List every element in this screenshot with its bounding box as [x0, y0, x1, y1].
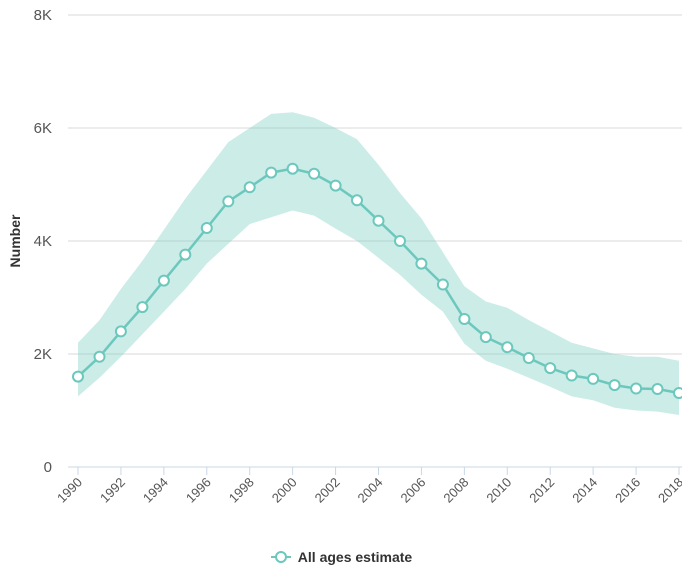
data-point[interactable]: [136, 301, 149, 314]
data-point[interactable]: [179, 248, 192, 261]
x-tick-label: 1994: [140, 475, 171, 506]
data-point[interactable]: [565, 369, 578, 382]
data-point[interactable]: [265, 166, 278, 179]
data-point[interactable]: [351, 194, 363, 207]
x-axis: 1990 1992 1994 1996 1998 2000 2002 2004 2006 2008…: [54, 466, 682, 506]
x-tick-label: 2014: [569, 475, 600, 506]
x-tick-label: 2004: [355, 475, 386, 506]
data-point[interactable]: [544, 362, 557, 375]
data-point[interactable]: [286, 162, 299, 175]
data-point[interactable]: [522, 352, 535, 364]
x-tick-label: 2006: [397, 475, 428, 506]
x-tick-label: 1990: [54, 475, 85, 506]
data-point[interactable]: [329, 179, 342, 192]
uncertainty-band: [78, 112, 679, 415]
data-point[interactable]: [157, 274, 170, 287]
y-tick-label: 2K: [34, 346, 52, 363]
legend: All ages estimate: [0, 549, 682, 567]
data-point[interactable]: [479, 331, 492, 344]
x-tick-label: 2010: [483, 475, 514, 506]
data-point[interactable]: [630, 382, 643, 395]
confidence-band: [78, 112, 679, 415]
grid-lines: [68, 14, 682, 355]
data-point[interactable]: [372, 214, 385, 227]
data-point[interactable]: [587, 372, 600, 385]
legend-label: All ages estimate: [297, 549, 413, 565]
data-point[interactable]: [608, 379, 621, 392]
data-point[interactable]: [222, 195, 235, 208]
data-point[interactable]: [200, 222, 213, 234]
data-point[interactable]: [72, 370, 84, 383]
data-point[interactable]: [308, 167, 321, 180]
x-tick-label: 2012: [526, 475, 557, 506]
data-point[interactable]: [673, 387, 682, 399]
y-tick-label: 4K: [34, 233, 52, 250]
legend-item-all-ages-estimate[interactable]: All ages estimate: [270, 549, 412, 565]
legend-marker-icon: [270, 551, 291, 563]
x-tick-label: 1992: [97, 475, 128, 506]
x-tick-label: 1998: [226, 475, 257, 506]
data-point[interactable]: [501, 341, 514, 354]
y-axis-label: Number: [7, 214, 23, 267]
data-point[interactable]: [394, 235, 406, 247]
data-point[interactable]: [415, 257, 428, 270]
data-point[interactable]: [93, 350, 106, 363]
y-tick-label: 6K: [34, 120, 52, 137]
data-point[interactable]: [243, 181, 256, 194]
y-tick-label: 8K: [34, 7, 52, 24]
x-tick-label: 2000: [269, 475, 300, 506]
y-tick-label: 0: [44, 459, 52, 476]
data-point[interactable]: [651, 383, 664, 395]
data-point[interactable]: [436, 278, 449, 291]
data-point[interactable]: [114, 325, 127, 338]
x-tick-label: 2002: [312, 475, 343, 506]
x-tick-label: 2016: [612, 475, 643, 506]
y-axis-ticks: 0 2K 4K 6K 8K: [34, 7, 52, 476]
x-tick-label: 2018: [655, 475, 682, 506]
series-points: [72, 162, 682, 399]
data-point[interactable]: [458, 313, 471, 325]
x-tick-label: 1996: [183, 475, 214, 506]
x-tick-label: 2008: [440, 475, 471, 506]
